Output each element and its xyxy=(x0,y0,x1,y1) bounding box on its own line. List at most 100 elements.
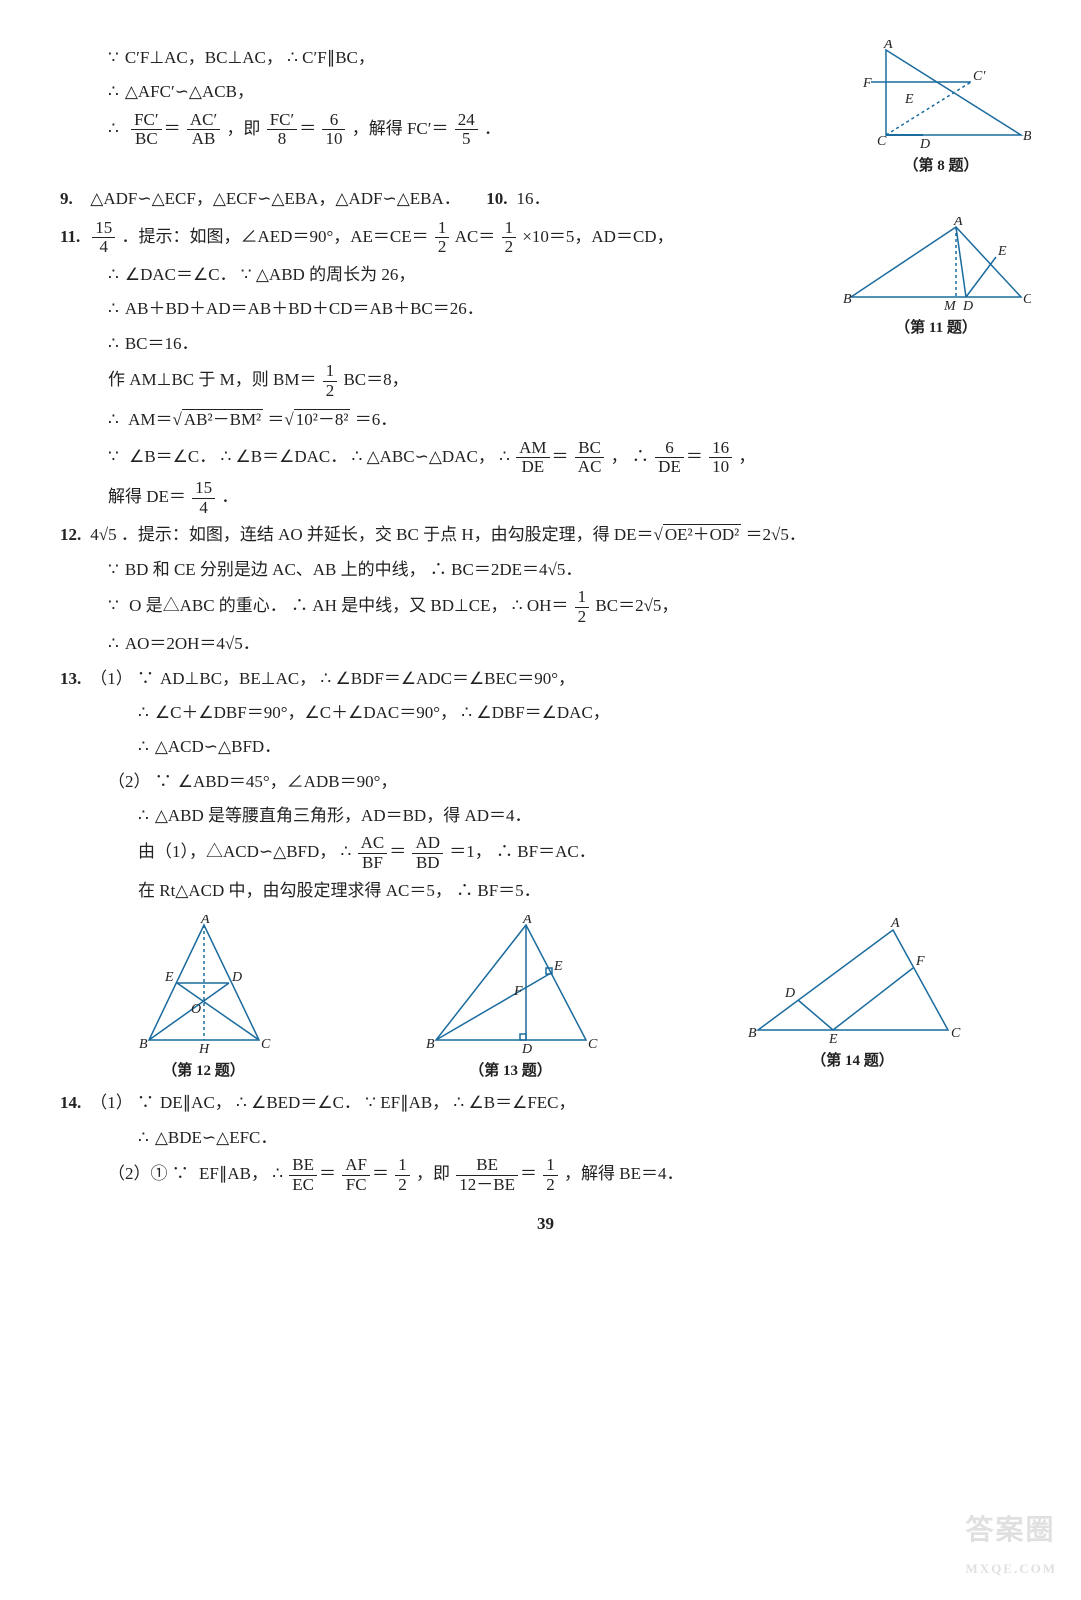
label: B xyxy=(426,1037,435,1052)
frac-n: FC′ xyxy=(131,111,162,131)
sqrt: OE²＋OD² xyxy=(663,524,741,544)
text: （1） xyxy=(90,669,133,688)
q13-line5: △ABD 是等腰直角三角形，AD＝BD，得 AD＝4． xyxy=(60,800,1031,832)
text: ＝ xyxy=(267,410,284,429)
label: D xyxy=(231,970,242,985)
frac-n: 1 xyxy=(323,362,338,382)
text: C′F⊥AC，BC⊥AC， ∴ C′F∥BC， xyxy=(125,48,375,67)
text: BC＝2√5， xyxy=(595,596,678,615)
frac-n: 1 xyxy=(575,588,590,608)
label: A xyxy=(883,40,893,52)
text: ×10＝5，AD＝CD， xyxy=(522,227,673,246)
frac-d: BD xyxy=(412,854,443,873)
text: △ACD∽△BFD． xyxy=(155,737,281,756)
frac-n: AD xyxy=(412,834,443,854)
q14-line1: 14. （1） DE∥AC， ∴ ∠BED＝∠C． ∵ EF∥AB， ∴ ∠B＝… xyxy=(60,1087,1031,1119)
q11-line5: 作 AM⊥BC 于 M，则 BM＝ 12 BC＝8， xyxy=(60,362,831,400)
q14-figure: A B C D E F （第 14 题） xyxy=(743,915,963,1086)
label: A xyxy=(522,915,532,927)
q11-line1: 11. 154 ．提示：如图，∠AED＝90°，AE＝CE＝ 12 AC＝ 12… xyxy=(60,219,831,257)
q11-line6: AM＝√AB²－BM² ＝√10²－8² ＝6． xyxy=(60,404,1031,436)
frac-n: 15 xyxy=(92,219,115,239)
text: AC＝ xyxy=(455,227,496,246)
q8-caption: （第 8 题） xyxy=(851,152,1031,181)
q11-caption: （第 11 题） xyxy=(841,314,1031,343)
q8-line2: △AFC′∽△ACB， xyxy=(60,76,841,108)
page-number: 39 xyxy=(60,1208,1031,1240)
label: B xyxy=(748,1026,757,1041)
label: D xyxy=(784,986,795,1001)
frac-d: 4 xyxy=(192,499,215,518)
q8-line3: FC′BC＝ AC′AB ，即 FC′8＝ 610 ，解得 FC′＝ 245 ． xyxy=(60,111,841,149)
q11-diagram: A B C D E M xyxy=(841,217,1031,312)
text: ∠ABD＝45°，∠ADB＝90°， xyxy=(178,772,398,791)
frac-n: 1 xyxy=(435,219,450,239)
text: ∠C＋∠DBF＝90°，∠C＋∠DAC＝90°， ∴ ∠DBF＝∠DAC， xyxy=(155,703,610,722)
label: B xyxy=(139,1037,148,1052)
label: D xyxy=(919,137,930,150)
frac-d: FC xyxy=(342,1176,370,1195)
q13-figure: A B C D E F （第 13 题） xyxy=(416,915,606,1086)
text: EF∥AB， ∴ xyxy=(199,1164,287,1183)
q8-line1: C′F⊥AC，BC⊥AC， ∴ C′F∥BC， xyxy=(60,42,841,74)
q11-line7: ∠B＝∠C． ∴ ∠B＝∠DAC． ∴ △ABC∽△DAC， ∴ AMDE＝ B… xyxy=(60,439,1031,477)
label: C xyxy=(951,1026,961,1041)
frac-d: 12－BE xyxy=(456,1176,518,1195)
frac-n: BE xyxy=(289,1156,317,1176)
q13-line7: 在 Rt△ACD 中，由勾股定理求得 AC＝5， ∴ BF＝5． xyxy=(60,875,1031,907)
text: ． xyxy=(484,119,501,138)
frac-n: AM xyxy=(516,439,549,459)
q12-caption: （第 12 题） xyxy=(129,1057,279,1086)
frac-d: AB xyxy=(187,130,220,149)
q12-num: 12. xyxy=(60,519,86,551)
text: ，解得 BE＝4． xyxy=(564,1164,683,1183)
q14-caption: （第 14 题） xyxy=(743,1047,963,1076)
frac-d: DE xyxy=(516,458,549,477)
label: E xyxy=(164,970,174,985)
text: ， ∴ xyxy=(611,447,654,466)
label: O xyxy=(191,1002,201,1017)
frac-d: 2 xyxy=(575,608,590,627)
label: C xyxy=(1023,292,1031,307)
frac-n: 1 xyxy=(543,1156,558,1176)
text: 在 Rt△ACD 中，由勾股定理求得 AC＝5， ∴ BF＝5． xyxy=(138,881,541,900)
frac-n: BC xyxy=(575,439,605,459)
text: BC＝8， xyxy=(343,370,408,389)
frac-n: 6 xyxy=(655,439,684,459)
q9-num: 9. xyxy=(60,183,86,215)
q8-block: C′F⊥AC，BC⊥AC， ∴ C′F∥BC， △AFC′∽△ACB， FC′B… xyxy=(60,40,1031,181)
frac-n: 15 xyxy=(192,479,215,499)
label: H xyxy=(198,1042,210,1055)
q14-line3: （2）① EF∥AB， ∴ BEEC＝ AFFC＝ 12 ，即 BE12－BE＝… xyxy=(60,1156,1031,1194)
text: △AFC′∽△ACB， xyxy=(125,82,254,101)
text: （2）① xyxy=(108,1164,168,1183)
text: ∠DAC＝∠C． ∵ △ABD 的周长为 26， xyxy=(125,265,416,284)
text: ＝6． xyxy=(355,410,398,429)
q14-diagram: A B C D E F xyxy=(743,915,963,1045)
text: ．提示：如图，∠AED＝90°，AE＝CE＝ xyxy=(122,227,429,246)
frac-d: AC xyxy=(575,458,605,477)
label: F xyxy=(915,954,925,969)
text: AD⊥BC，BE⊥AC， ∴ ∠BDF＝∠ADC＝∠BEC＝90°， xyxy=(160,669,575,688)
sqrt: 10²－8² xyxy=(294,409,351,429)
figures-row: A B C D E O H （第 12 题） A B C xyxy=(60,915,1031,1086)
text: ∠B＝∠C． ∴ ∠B＝∠DAC． ∴ △ABC∽△DAC， ∴ xyxy=(129,447,514,466)
text: AB＋BD＋AD＝AB＋BD＋CD＝AB＋BC＝26． xyxy=(125,299,484,318)
frac-d: 5 xyxy=(455,130,478,149)
frac-n: AC′ xyxy=(187,111,220,131)
label: E xyxy=(997,244,1007,259)
q11-figure: A B C D E M （第 11 题） xyxy=(841,217,1031,343)
q14-num: 14. xyxy=(60,1087,86,1119)
label: E xyxy=(904,92,914,107)
text: 4√5 xyxy=(90,525,116,544)
q11-block: 11. 154 ．提示：如图，∠AED＝90°，AE＝CE＝ 12 AC＝ 12… xyxy=(60,217,1031,403)
label: B xyxy=(843,292,852,307)
frac-d: 2 xyxy=(395,1176,410,1195)
frac-d: BC xyxy=(131,130,162,149)
text: 由（1），△ACD∽△BFD， ∴ xyxy=(138,842,356,861)
text: （1） xyxy=(90,1093,133,1112)
q11-line8: 解得 DE＝ 154 ． xyxy=(60,479,1031,517)
label: D xyxy=(962,299,973,312)
text: 作 AM⊥BC 于 M，则 BM＝ xyxy=(108,370,316,389)
text: BD 和 CE 分别是边 AC、AB 上的中线， ∴ BC＝2DE＝4√5． xyxy=(125,560,583,579)
